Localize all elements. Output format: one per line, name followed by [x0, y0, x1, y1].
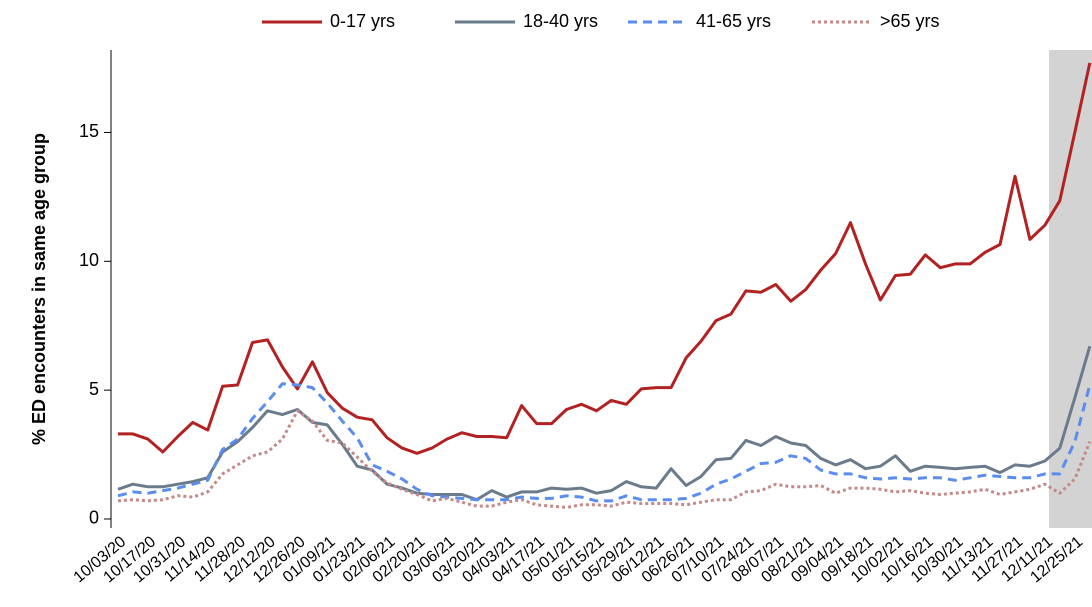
series-line [117, 345, 1092, 502]
legend-label: 18-40 yrs [523, 11, 598, 31]
y-tick-label: 10 [79, 250, 99, 270]
series-line [117, 409, 1092, 509]
shaded-period [1049, 50, 1092, 528]
y-tick-label: 15 [79, 121, 99, 141]
y-axis-label: % ED encounters in same age group [29, 133, 49, 445]
series-line [118, 62, 1092, 455]
plot-area [117, 62, 1092, 509]
legend-label: >65 yrs [880, 11, 940, 31]
legend-label: 0-17 yrs [330, 11, 395, 31]
y-tick-label: 0 [89, 508, 99, 528]
series-line [117, 382, 1092, 503]
y-tick-label: 5 [89, 379, 99, 399]
legend-label: 41-65 yrs [696, 11, 771, 31]
